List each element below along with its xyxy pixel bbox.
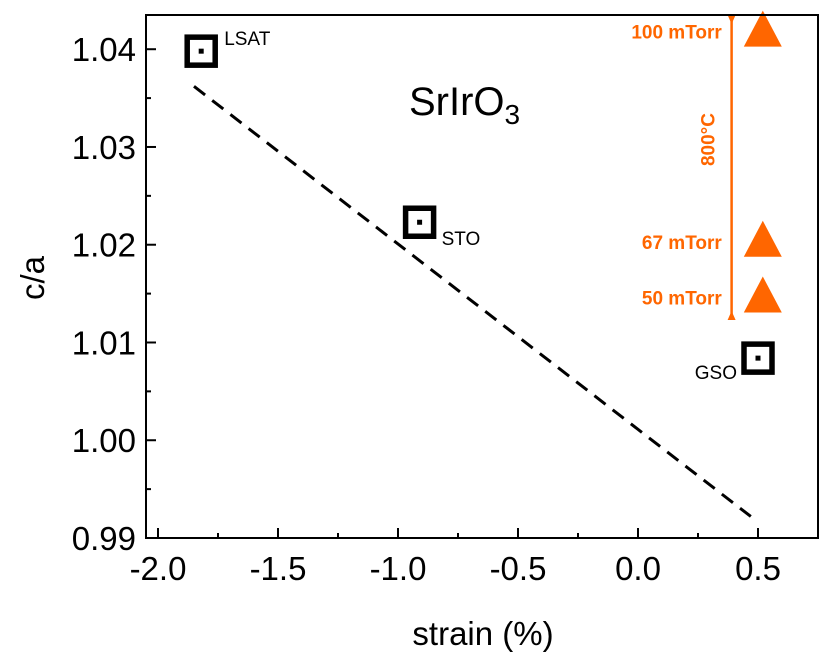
y-tick-label: 1.02 xyxy=(72,227,136,264)
chart-title: SrIrO3 xyxy=(409,80,520,130)
pressure-marker xyxy=(743,10,782,47)
ticks-layer: -2.0 -1.5 -1.0 -0.5 0.0 0.5 0.99 1.00 1.01 1.02 1.… xyxy=(72,31,819,587)
pressure-label: 100 mTorr xyxy=(631,23,722,44)
substrate-label: STO xyxy=(442,229,481,250)
x-tick-label: -0.5 xyxy=(490,550,547,587)
substrate-label: GSO xyxy=(695,363,737,384)
substrate-marker-dot xyxy=(417,219,423,225)
x-tick-label: -1.5 xyxy=(250,550,307,587)
temperature-bar-bottom-arrow xyxy=(727,311,736,321)
temperature-label: 800°C xyxy=(699,113,720,166)
temperature-bar-top-arrow xyxy=(727,15,736,24)
substrate-marker-dot xyxy=(755,355,761,361)
y-tick-label: 1.01 xyxy=(72,324,136,361)
substrate-marker xyxy=(741,341,775,375)
data-layer xyxy=(184,10,782,518)
chart-title-subscript: 3 xyxy=(505,99,521,130)
pressure-marker xyxy=(743,276,782,313)
x-tick-label: 0.5 xyxy=(735,550,781,587)
pressure-label: 50 mTorr xyxy=(642,289,723,310)
y-tick-label: 1.04 xyxy=(72,31,136,68)
y-tick-label: 1.03 xyxy=(72,129,136,166)
y-tick-label: 1.00 xyxy=(72,422,136,459)
pressure-marker xyxy=(743,220,782,257)
substrate-label: LSAT xyxy=(224,29,271,50)
substrate-marker-dot xyxy=(198,48,204,54)
x-tick-label: -1.0 xyxy=(370,550,427,587)
x-tick-label: -2.0 xyxy=(130,550,187,587)
x-tick-label: 0.0 xyxy=(615,550,661,587)
y-tick-label: 0.99 xyxy=(72,520,136,557)
substrate-marker xyxy=(402,205,437,239)
y-axis-title: c/a xyxy=(14,255,51,300)
trend-line xyxy=(193,85,752,518)
substrate-marker xyxy=(184,34,218,68)
pressure-label: 67 mTorr xyxy=(642,233,723,254)
plot-frame xyxy=(145,14,819,539)
labels-layer: 800°C LSAT STO GSO 100 mTorr 67 mTorr 50 mTorr xyxy=(224,23,737,385)
chart-title-main: SrIrO xyxy=(409,80,505,124)
x-axis-title: strain (%) xyxy=(412,615,553,652)
